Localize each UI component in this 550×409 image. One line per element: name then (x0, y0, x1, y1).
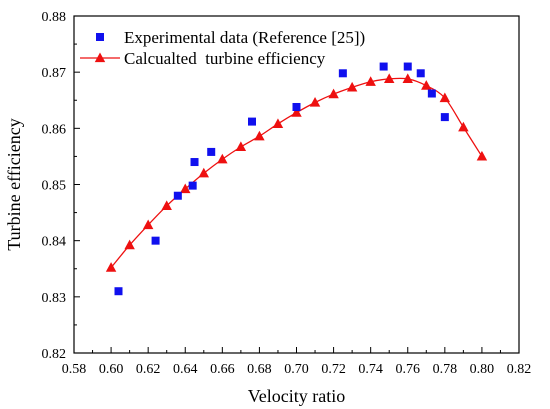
y-tick-label: 0.82 (42, 347, 67, 362)
calculated-point (458, 121, 469, 132)
experimental-point (416, 69, 425, 78)
experimental-point (173, 191, 182, 200)
legend-calculated-marker (94, 52, 106, 63)
calculated-point (124, 239, 135, 250)
calculated-point (235, 141, 247, 151)
calculated-point (402, 73, 413, 84)
x-tick-label: 0.58 (62, 362, 87, 377)
y-tick-label: 0.87 (42, 66, 67, 81)
y-axis-ticks: 0.82 0.83 0.84 0.85 0.86 0.87 0.88 (42, 10, 80, 362)
experimental-point (207, 147, 216, 156)
legend: Experimental data (Reference [25]) Calcua… (80, 28, 365, 68)
experimental-point (440, 113, 449, 122)
experimental-point (379, 62, 388, 71)
experimental-point (188, 181, 197, 190)
calculated-point (180, 183, 191, 194)
y-tick-label: 0.83 (42, 291, 67, 306)
calculated-point (476, 150, 488, 161)
calculated-point (309, 96, 321, 107)
y-tick-label: 0.85 (42, 179, 67, 194)
experimental-point (427, 89, 436, 98)
y-tick-label: 0.88 (42, 10, 67, 25)
x-tick-label: 0.64 (173, 362, 198, 377)
x-tick-label: 0.66 (210, 362, 235, 377)
experimental-point (114, 287, 123, 296)
experimental-point (338, 69, 347, 78)
x-tick-label: 0.60 (99, 362, 124, 377)
calculated-point (439, 92, 451, 103)
x-tick-label: 0.78 (433, 362, 458, 377)
calculated-point (383, 73, 395, 84)
x-tick-label: 0.68 (247, 362, 272, 377)
x-tick-label: 0.62 (136, 362, 161, 377)
x-tick-label: 0.74 (358, 362, 383, 377)
calculated-point (365, 76, 376, 86)
calculated-point (161, 200, 172, 210)
legend-experimental-marker (96, 33, 104, 41)
calculated-point (421, 80, 432, 90)
experimental-point (292, 102, 301, 111)
x-tick-label: 0.80 (470, 362, 495, 377)
x-tick-label: 0.76 (396, 362, 421, 377)
x-tick-label: 0.72 (321, 362, 346, 377)
legend-calculated-label: Calcualted turbine efficiency (124, 49, 326, 68)
experimental-point (403, 62, 412, 71)
experimental-point (248, 117, 256, 126)
calculated-point (198, 167, 210, 178)
experimental-point (190, 158, 199, 167)
data-layer (105, 62, 488, 296)
experimental-point (151, 236, 160, 245)
y-tick-label: 0.86 (42, 122, 67, 137)
calculated-point (254, 130, 265, 141)
calculated-point (272, 118, 284, 128)
calculated-point (142, 219, 154, 230)
calculated-point (291, 107, 302, 117)
x-axis-ticks: 0.58 0.60 0.62 0.64 0.66 0.68 0.70 0.72 0.74 0.76… (62, 347, 532, 377)
calculated-point (217, 153, 228, 164)
y-tick-label: 0.84 (42, 235, 67, 250)
legend-experimental-label: Experimental data (Reference [25]) (124, 28, 365, 47)
x-tick-label: 0.70 (284, 362, 309, 377)
calculated-point (328, 88, 339, 99)
calculated-point (346, 81, 358, 92)
calculated-point (105, 262, 117, 272)
x-tick-label: 0.82 (507, 362, 532, 377)
y-axis-label: Turbine efficiency (4, 118, 24, 250)
x-axis-label: Velocity ratio (248, 386, 345, 406)
